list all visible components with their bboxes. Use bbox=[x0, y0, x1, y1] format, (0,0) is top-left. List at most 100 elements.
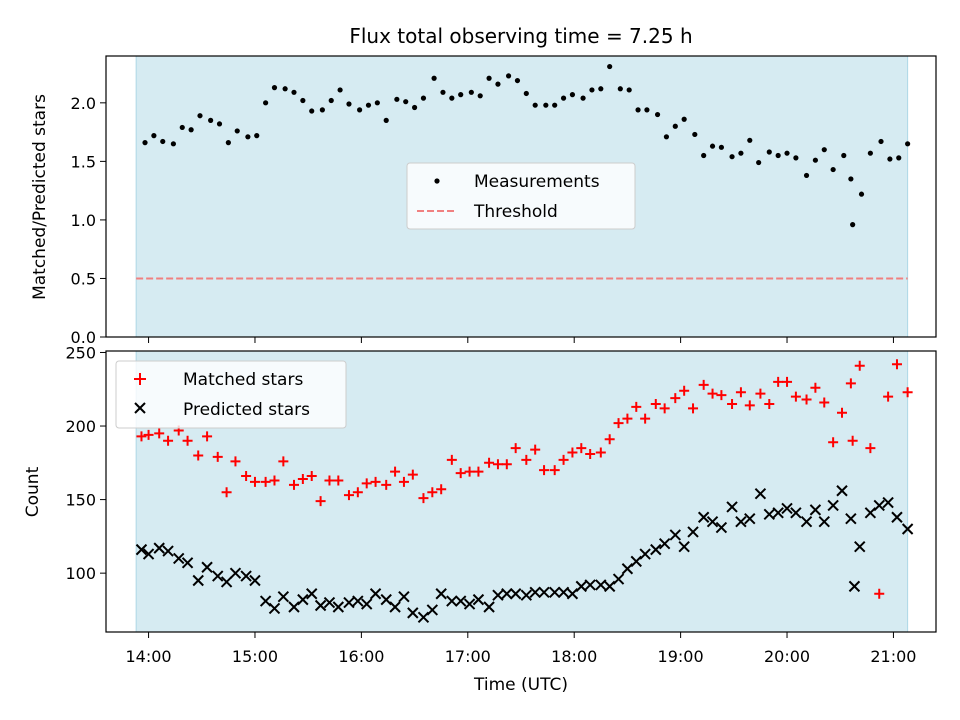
predicted-star-point bbox=[249, 574, 261, 587]
measurement-point bbox=[337, 87, 343, 93]
matched-star-point bbox=[782, 376, 793, 387]
matched-star-point bbox=[436, 484, 447, 495]
measurement-point bbox=[552, 102, 558, 108]
predicted-star-point bbox=[446, 595, 458, 607]
predicted-star-point bbox=[706, 515, 719, 528]
measurement-point bbox=[663, 134, 670, 140]
matched-star-point bbox=[558, 454, 569, 465]
legend-label-threshold: Threshold bbox=[473, 202, 558, 222]
predicted-star-point bbox=[352, 595, 364, 607]
measurement-point bbox=[300, 97, 306, 104]
predicted-star-point bbox=[678, 540, 690, 553]
predicted-star-point bbox=[744, 513, 756, 525]
measurement-point bbox=[672, 123, 678, 129]
predicted-star-point bbox=[472, 593, 485, 606]
predicted-star-point bbox=[800, 515, 813, 528]
predicted-star-point bbox=[201, 561, 213, 573]
predicted-star-point bbox=[621, 563, 634, 575]
measurement-point bbox=[486, 75, 492, 81]
matched-star-point bbox=[484, 457, 495, 468]
y-tick-label: 250 bbox=[65, 343, 96, 362]
count-y-label: Count bbox=[23, 466, 43, 517]
measurement-point bbox=[729, 154, 735, 160]
legend-label-measurements: Measurements bbox=[474, 172, 600, 192]
measurement-point bbox=[850, 222, 856, 228]
predicted-star-point bbox=[901, 523, 914, 535]
measurement-point bbox=[803, 172, 810, 179]
matched-star-point bbox=[640, 413, 651, 424]
y-tick-label: 1.5 bbox=[71, 152, 96, 171]
predicted-star-point bbox=[891, 511, 903, 523]
measurement-point bbox=[878, 138, 884, 145]
predicted-star-point bbox=[595, 579, 607, 591]
predicted-star-point bbox=[584, 579, 596, 591]
measurement-point bbox=[514, 77, 521, 84]
legend-marker-measurements bbox=[434, 178, 440, 184]
matched-star-point bbox=[801, 394, 812, 405]
matched-star-point bbox=[716, 390, 727, 401]
predicted-star-point bbox=[669, 529, 682, 541]
matched-star-point bbox=[902, 387, 913, 398]
matched-star-point bbox=[381, 479, 392, 490]
matched-star-point bbox=[501, 459, 512, 470]
predicted-star-point bbox=[417, 611, 430, 623]
measurement-point bbox=[543, 102, 549, 108]
ratio-legend-box bbox=[406, 162, 636, 230]
measurement-point bbox=[644, 107, 650, 113]
measurement-point bbox=[477, 93, 483, 99]
measurement-point bbox=[793, 155, 799, 161]
matched-star-point bbox=[650, 398, 661, 409]
measurement-point bbox=[319, 107, 325, 113]
measurement-point bbox=[887, 156, 893, 162]
measurement-point bbox=[495, 81, 501, 87]
matched-star-point bbox=[143, 429, 154, 440]
matched-star-point bbox=[269, 475, 280, 486]
measurement-point bbox=[635, 107, 641, 113]
predicted-star-point bbox=[360, 598, 373, 610]
measurement-point bbox=[523, 90, 529, 97]
matched-star-point bbox=[370, 476, 381, 487]
matched-star-point bbox=[202, 431, 213, 442]
measurement-point bbox=[617, 86, 623, 92]
predicted-star-point bbox=[557, 586, 570, 598]
matched-star-point bbox=[473, 466, 484, 477]
measurement-point bbox=[374, 100, 380, 106]
predicted-star-point bbox=[827, 499, 839, 512]
measurement-point bbox=[848, 176, 854, 182]
matched-star-point bbox=[407, 469, 418, 480]
matched-star-point bbox=[854, 360, 865, 371]
matched-star-point bbox=[764, 398, 775, 409]
predicted-star-point bbox=[726, 501, 738, 513]
predicted-star-point bbox=[548, 586, 561, 598]
matched-star-point bbox=[891, 359, 902, 370]
measurement-point bbox=[784, 150, 790, 156]
matched-star-point bbox=[874, 588, 885, 599]
matched-star-point bbox=[230, 456, 241, 467]
predicted-star-point bbox=[153, 542, 165, 554]
predicted-star-point bbox=[873, 499, 885, 512]
matched-star-point bbox=[727, 398, 738, 409]
predicted-star-point bbox=[612, 573, 625, 585]
legend-label-matched: Matched stars bbox=[183, 370, 303, 390]
measurement-point bbox=[589, 87, 595, 93]
matched-star-point bbox=[241, 471, 252, 482]
matched-star-point bbox=[315, 496, 326, 507]
predicted-star-point bbox=[463, 598, 476, 610]
matched-star-point bbox=[510, 443, 521, 454]
matched-star-point bbox=[260, 476, 271, 487]
measurement-point bbox=[365, 102, 372, 108]
predicted-star-point bbox=[520, 589, 533, 601]
predicted-star-point bbox=[854, 540, 866, 553]
measurement-point bbox=[245, 134, 251, 140]
measurement-point bbox=[692, 131, 698, 138]
matched-star-point bbox=[278, 456, 289, 467]
matched-star-point bbox=[567, 447, 578, 458]
predicted-star-points bbox=[135, 485, 914, 623]
predicted-star-point bbox=[575, 580, 588, 593]
measurement-point bbox=[394, 96, 400, 102]
ratio-x-ticks bbox=[148, 337, 894, 343]
matched-star-point bbox=[604, 434, 615, 445]
predicted-star-point bbox=[650, 543, 662, 556]
figure-title: Flux total observing time = 7.25 h bbox=[349, 24, 692, 48]
matched-star-point bbox=[418, 493, 429, 504]
